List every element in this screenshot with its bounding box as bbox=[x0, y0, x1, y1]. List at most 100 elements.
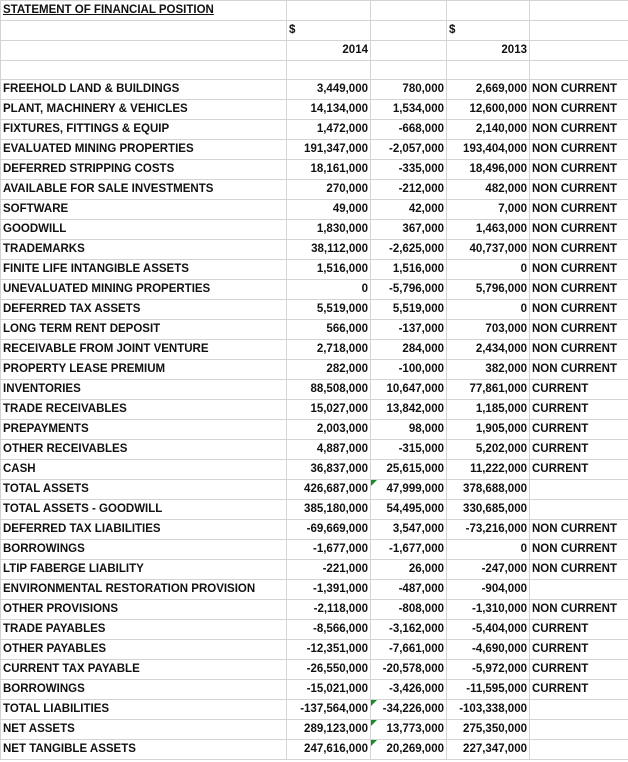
classification[interactable] bbox=[529, 499, 628, 520]
value-2014[interactable]: 1,516,000 bbox=[286, 259, 371, 280]
classification[interactable]: NON CURRENT bbox=[529, 119, 628, 140]
value-2014[interactable]: -137,564,000 bbox=[286, 699, 371, 720]
value-2013[interactable]: 7,000 bbox=[446, 199, 530, 220]
value-2014[interactable]: 15,027,000 bbox=[286, 399, 371, 420]
value-2013[interactable]: -5,404,000 bbox=[446, 619, 530, 640]
empty-cell[interactable] bbox=[370, 20, 447, 41]
change-value[interactable]: -1,677,000 bbox=[370, 539, 447, 560]
year-2014-header[interactable]: 2014 bbox=[286, 40, 371, 61]
value-2013[interactable]: 5,796,000 bbox=[446, 279, 530, 300]
value-2014[interactable]: 14,134,000 bbox=[286, 99, 371, 120]
value-2013[interactable]: -247,000 bbox=[446, 559, 530, 580]
row-label[interactable]: ENVIRONMENTAL RESTORATION PROVISION bbox=[0, 579, 287, 600]
change-value[interactable]: 25,615,000 bbox=[370, 459, 447, 480]
empty-cell[interactable] bbox=[529, 60, 628, 80]
row-label[interactable]: LONG TERM RENT DEPOSIT bbox=[0, 319, 287, 340]
classification[interactable]: NON CURRENT bbox=[529, 299, 628, 320]
value-2014[interactable]: 1,472,000 bbox=[286, 119, 371, 140]
row-label[interactable]: TOTAL ASSETS bbox=[0, 479, 287, 500]
row-label[interactable]: FIXTURES, FITTINGS & EQUIP bbox=[0, 119, 287, 140]
value-2013[interactable]: 193,404,000 bbox=[446, 139, 530, 160]
value-2014[interactable]: 3,449,000 bbox=[286, 79, 371, 100]
empty-cell[interactable] bbox=[0, 20, 287, 41]
value-2013[interactable]: -11,595,000 bbox=[446, 679, 530, 700]
classification[interactable] bbox=[529, 479, 628, 500]
row-label[interactable]: PROPERTY LEASE PREMIUM bbox=[0, 359, 287, 380]
value-2014[interactable]: 191,347,000 bbox=[286, 139, 371, 160]
year-2013-header[interactable]: 2013 bbox=[446, 40, 530, 61]
value-2014[interactable]: 289,123,000 bbox=[286, 719, 371, 740]
value-2014[interactable]: 0 bbox=[286, 279, 371, 300]
value-2014[interactable]: 270,000 bbox=[286, 179, 371, 200]
value-2013[interactable]: 18,496,000 bbox=[446, 159, 530, 180]
sheet-title[interactable]: STATEMENT OF FINANCIAL POSITION bbox=[0, 0, 287, 21]
change-value[interactable]: -2,625,000 bbox=[370, 239, 447, 260]
change-value[interactable]: 20,269,000 bbox=[370, 739, 447, 760]
row-label[interactable]: BORROWINGS bbox=[0, 679, 287, 700]
value-2014[interactable]: -1,677,000 bbox=[286, 539, 371, 560]
value-2013[interactable]: 12,600,000 bbox=[446, 99, 530, 120]
change-value[interactable]: -315,000 bbox=[370, 439, 447, 460]
change-value[interactable]: -335,000 bbox=[370, 159, 447, 180]
change-value[interactable]: -34,226,000 bbox=[370, 699, 447, 720]
change-value[interactable]: -212,000 bbox=[370, 179, 447, 200]
value-2013[interactable]: 0 bbox=[446, 299, 530, 320]
value-2013[interactable]: 227,347,000 bbox=[446, 739, 530, 760]
change-value[interactable]: -808,000 bbox=[370, 599, 447, 620]
change-value[interactable]: -7,661,000 bbox=[370, 639, 447, 660]
value-2013[interactable]: -4,690,000 bbox=[446, 639, 530, 660]
classification[interactable]: CURRENT bbox=[529, 419, 628, 440]
row-label[interactable]: LTIP FABERGE LIABILITY bbox=[0, 559, 287, 580]
change-value[interactable]: -137,000 bbox=[370, 319, 447, 340]
value-2014[interactable]: -12,351,000 bbox=[286, 639, 371, 660]
currency-2014[interactable]: $ bbox=[286, 20, 371, 41]
change-value[interactable]: 367,000 bbox=[370, 219, 447, 240]
classification[interactable]: CURRENT bbox=[529, 619, 628, 640]
row-label[interactable]: EVALUATED MINING PROPERTIES bbox=[0, 139, 287, 160]
currency-2013[interactable]: $ bbox=[446, 20, 530, 41]
value-2014[interactable]: -8,566,000 bbox=[286, 619, 371, 640]
change-value[interactable]: 54,495,000 bbox=[370, 499, 447, 520]
row-label[interactable]: CASH bbox=[0, 459, 287, 480]
classification[interactable]: CURRENT bbox=[529, 639, 628, 660]
classification[interactable]: CURRENT bbox=[529, 679, 628, 700]
classification[interactable]: NON CURRENT bbox=[529, 259, 628, 280]
row-label[interactable]: TRADE RECEIVABLES bbox=[0, 399, 287, 420]
change-value[interactable]: 13,773,000 bbox=[370, 719, 447, 740]
value-2014[interactable]: 18,161,000 bbox=[286, 159, 371, 180]
row-label[interactable]: TRADE PAYABLES bbox=[0, 619, 287, 640]
change-value[interactable]: 10,647,000 bbox=[370, 379, 447, 400]
classification[interactable]: NON CURRENT bbox=[529, 219, 628, 240]
change-value[interactable]: 47,999,000 bbox=[370, 479, 447, 500]
value-2013[interactable]: 0 bbox=[446, 259, 530, 280]
change-value[interactable]: -3,162,000 bbox=[370, 619, 447, 640]
change-value[interactable]: 42,000 bbox=[370, 199, 447, 220]
value-2014[interactable]: 282,000 bbox=[286, 359, 371, 380]
row-label[interactable]: OTHER RECEIVABLES bbox=[0, 439, 287, 460]
classification[interactable]: NON CURRENT bbox=[529, 99, 628, 120]
value-2014[interactable]: -221,000 bbox=[286, 559, 371, 580]
row-label[interactable]: PLANT, MACHINERY & VEHICLES bbox=[0, 99, 287, 120]
classification[interactable] bbox=[529, 719, 628, 740]
value-2013[interactable]: -5,972,000 bbox=[446, 659, 530, 680]
row-label[interactable]: PREPAYMENTS bbox=[0, 419, 287, 440]
empty-cell[interactable] bbox=[286, 60, 371, 80]
classification[interactable]: CURRENT bbox=[529, 399, 628, 420]
change-value[interactable]: 1,516,000 bbox=[370, 259, 447, 280]
value-2014[interactable]: 2,003,000 bbox=[286, 419, 371, 440]
classification[interactable]: NON CURRENT bbox=[529, 559, 628, 580]
value-2013[interactable]: -1,310,000 bbox=[446, 599, 530, 620]
change-value[interactable]: 780,000 bbox=[370, 79, 447, 100]
classification[interactable]: NON CURRENT bbox=[529, 539, 628, 560]
value-2013[interactable]: -904,000 bbox=[446, 579, 530, 600]
empty-cell[interactable] bbox=[370, 0, 447, 21]
value-2014[interactable]: 1,830,000 bbox=[286, 219, 371, 240]
value-2014[interactable]: -15,021,000 bbox=[286, 679, 371, 700]
change-value[interactable]: -3,426,000 bbox=[370, 679, 447, 700]
value-2014[interactable]: 5,519,000 bbox=[286, 299, 371, 320]
row-label[interactable]: DEFERRED TAX LIABILITIES bbox=[0, 519, 287, 540]
empty-cell[interactable] bbox=[446, 60, 530, 80]
classification[interactable]: NON CURRENT bbox=[529, 339, 628, 360]
value-2013[interactable]: 482,000 bbox=[446, 179, 530, 200]
change-value[interactable]: -100,000 bbox=[370, 359, 447, 380]
